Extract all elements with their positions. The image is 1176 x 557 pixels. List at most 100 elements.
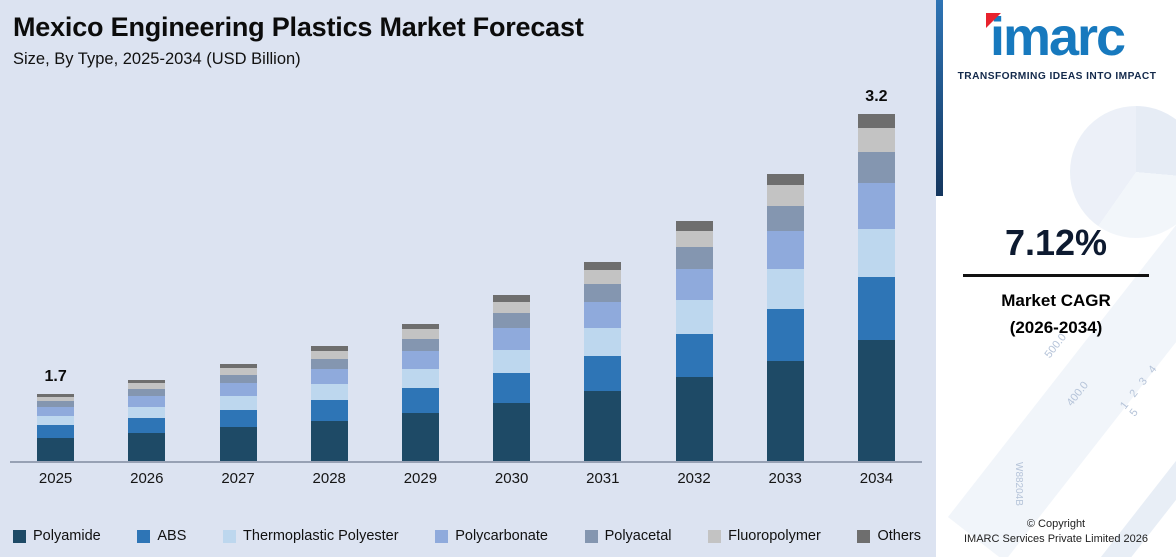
legend-swatch-abs (137, 529, 151, 543)
segment-polycarbonate-2031 (584, 302, 622, 328)
logo-flag-icon (985, 13, 1001, 28)
imarc-logo: imarc (985, 7, 1126, 67)
x-axis-label-2033: 2033 (768, 470, 802, 487)
segment-others-2030 (493, 295, 531, 302)
segment-thermoplastic-polyester-2034 (857, 229, 895, 277)
segment-polyacetal-2029 (401, 339, 439, 351)
segment-polycarbonate-2032 (675, 269, 713, 300)
segment-polycarbonate-2030 (493, 328, 531, 350)
segment-polyacetal-2026 (128, 389, 166, 396)
x-axis-label-2034: 2034 (859, 470, 894, 487)
cagr-divider (963, 274, 1149, 277)
segment-fluoropolymer-2033 (766, 185, 804, 206)
x-axis-label-2031: 2031 (586, 470, 620, 487)
bar-column-2030 (466, 96, 557, 461)
segment-polycarbonate-2026 (128, 396, 166, 407)
x-axis-label-2032: 2032 (677, 470, 711, 487)
segment-others-2028 (310, 346, 348, 351)
segment-polycarbonate-2028 (310, 369, 348, 384)
segment-others-2032 (675, 221, 713, 231)
segment-fluoropolymer-2026 (128, 383, 166, 389)
stacked-bar-2033 (766, 174, 804, 461)
bar-column-2028 (284, 96, 375, 461)
stacked-bar-2026 (128, 380, 166, 461)
legend-item-others: Others (857, 528, 921, 544)
chart-header: Mexico Engineering Plastics Market Forec… (13, 12, 584, 69)
segment-polyacetal-2025 (37, 401, 75, 407)
bar-column-2032 (648, 96, 739, 461)
segment-thermoplastic-polyester-2026 (128, 407, 166, 418)
segment-polyamide-2030 (493, 403, 531, 461)
legend-item-polycarbonate: Polycarbonate (435, 528, 548, 544)
segment-fluoropolymer-2030 (493, 302, 531, 313)
segment-fluoropolymer-2027 (219, 368, 257, 375)
segment-abs-2025 (37, 425, 75, 438)
segment-fluoropolymer-2029 (401, 329, 439, 339)
segment-polyamide-2027 (219, 427, 257, 461)
segment-abs-2030 (493, 373, 531, 403)
stacked-bar-2031 (584, 262, 622, 461)
legend-item-polyamide: Polyamide (13, 528, 101, 544)
copyright-line1: © Copyright (1026, 518, 1086, 530)
bar-column-2034: 3.2 (831, 88, 922, 461)
segment-polyacetal-2030 (493, 313, 531, 328)
segment-polyacetal-2034 (857, 152, 895, 183)
legend-label-polyamide: Polyamide (33, 528, 101, 544)
stacked-bar-2025 (37, 394, 75, 461)
segment-polyamide-2028 (310, 421, 348, 461)
segment-abs-2026 (128, 418, 166, 433)
legend-swatch-polyamide (13, 529, 26, 543)
segment-abs-2029 (401, 388, 439, 413)
decorative-pie-chart (1070, 106, 1176, 238)
logo-block: imarc TRANSFORMING IDEAS INTO IMPACT (944, 10, 1170, 82)
bar-column-2033 (740, 96, 831, 461)
segment-others-2025 (37, 394, 75, 397)
segment-polyamide-2032 (675, 377, 713, 461)
segment-others-2026 (128, 380, 166, 383)
segment-fluoropolymer-2034 (857, 128, 895, 152)
segment-abs-2034 (857, 277, 895, 340)
legend-swatch-others (857, 529, 871, 543)
legend-swatch-polycarbonate (435, 529, 449, 543)
legend-item-thermoplastic-polyester: Thermoplastic Polyester (223, 528, 399, 544)
legend-label-polyacetal: Polyacetal (604, 528, 672, 544)
segment-others-2031 (584, 262, 622, 270)
segment-thermoplastic-polyester-2031 (584, 328, 622, 356)
legend-item-fluoropolymer: Fluoropolymer (708, 528, 821, 544)
segment-thermoplastic-polyester-2033 (766, 269, 804, 309)
segment-others-2029 (401, 324, 439, 329)
segment-fluoropolymer-2032 (675, 231, 713, 247)
x-axis-label-2028: 2028 (312, 470, 346, 487)
bar-column-2027 (192, 96, 283, 461)
legend-item-abs: ABS (137, 528, 186, 544)
segment-polyamide-2025 (37, 438, 75, 461)
stacked-bar-2034 (857, 114, 895, 461)
segment-polycarbonate-2027 (219, 383, 257, 396)
copyright-line2: IMARC Services Private Limited 2026 (963, 533, 1148, 545)
segment-polycarbonate-2033 (766, 231, 804, 269)
legend-label-polycarbonate: Polycarbonate (455, 528, 548, 544)
chart-title: Mexico Engineering Plastics Market Forec… (13, 12, 584, 42)
bar-column-2025: 1.7 (10, 96, 101, 461)
segment-polyacetal-2033 (766, 206, 804, 231)
segment-polyamide-2033 (766, 361, 804, 461)
segment-thermoplastic-polyester-2029 (401, 369, 439, 388)
x-axis-label-2025: 2025 (38, 470, 73, 487)
chart-subtitle: Size, By Type, 2025-2034 (USD Billion) (13, 50, 301, 68)
legend-swatch-fluoropolymer (708, 529, 722, 543)
chart-panel: Mexico Engineering Plastics Market Forec… (0, 0, 936, 557)
segment-others-2033 (766, 174, 804, 185)
legend-label-thermoplastic-polyester: Thermoplastic Polyester (243, 528, 399, 544)
segment-others-2034 (857, 114, 895, 128)
x-axis-label-2027: 2027 (221, 470, 255, 487)
cagr-label: Market CAGR (1001, 291, 1111, 310)
legend-item-polyacetal: Polyacetal (584, 528, 672, 544)
stacked-bar-2029 (401, 324, 439, 461)
segment-thermoplastic-polyester-2025 (37, 416, 75, 425)
accent-bar (936, 0, 943, 196)
stacked-bar-2030 (493, 295, 531, 461)
logo-tagline: TRANSFORMING IDEAS INTO IMPACT (957, 71, 1157, 82)
logo-text: imarc (989, 7, 1126, 67)
segment-polyacetal-2031 (584, 284, 622, 302)
segment-fluoropolymer-2031 (584, 270, 622, 284)
